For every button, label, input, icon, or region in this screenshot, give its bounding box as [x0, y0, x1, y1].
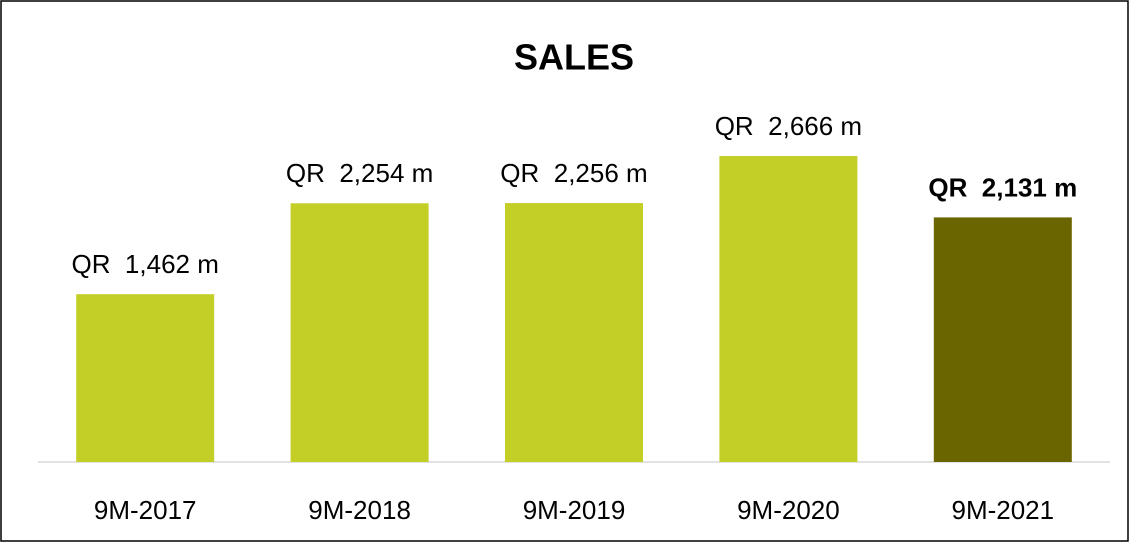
data-label: QR 2,254 m — [286, 158, 433, 188]
bar — [719, 156, 858, 462]
data-label: QR 1,462 m — [71, 249, 218, 279]
data-label: QR 2,256 m — [500, 158, 647, 188]
x-tick-label: 9M-2017 — [94, 495, 197, 525]
bar — [505, 203, 643, 462]
data-label: QR 2,131 m — [928, 172, 1077, 202]
x-tick-label: 9M-2019 — [523, 495, 626, 525]
x-tick-label: 9M-2018 — [308, 495, 411, 525]
bar — [76, 294, 215, 462]
data-label: QR 2,666 m — [715, 111, 862, 141]
bar — [290, 203, 429, 462]
x-tick-label: 9M-2021 — [951, 495, 1054, 525]
chart-title: SALES — [514, 37, 634, 78]
x-tick-label: 9M-2020 — [737, 495, 840, 525]
bar — [933, 217, 1072, 462]
